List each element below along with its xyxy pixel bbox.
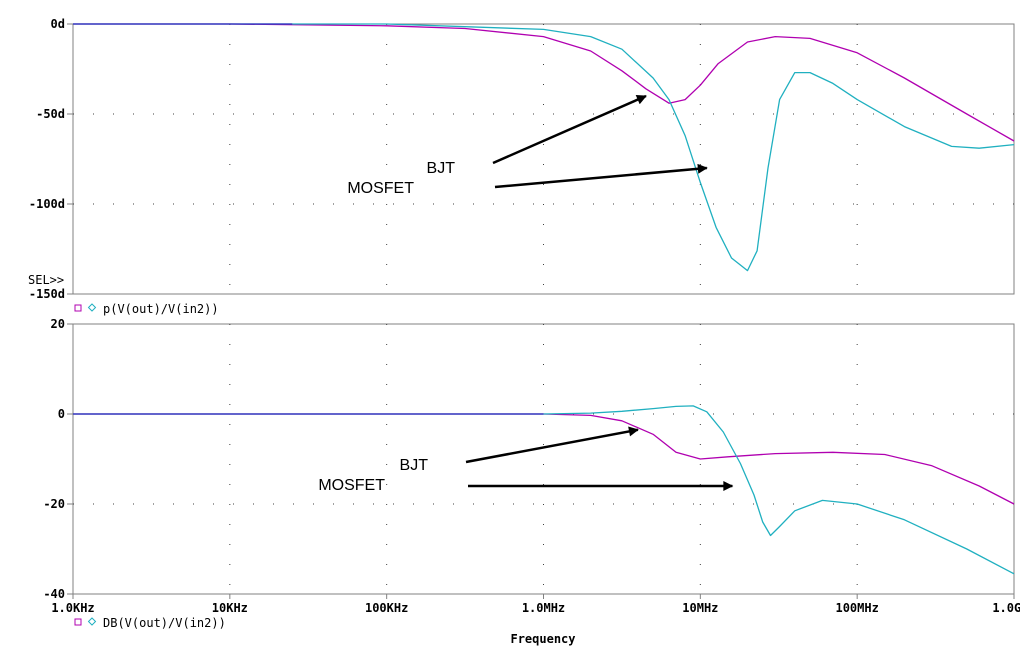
annotation-label: MOSFET (318, 477, 385, 494)
y-tick-label: -20 (43, 497, 65, 511)
x-tick-label: 100KHz (365, 601, 408, 615)
legend-square-icon (74, 618, 82, 626)
x-tick-label: 1.0GHz (992, 601, 1020, 615)
y-tick-label: -40 (43, 587, 65, 601)
annotation-arrow (465, 426, 639, 464)
annotation-arrow (492, 94, 647, 165)
legend-diamond-icon (87, 303, 97, 312)
x-tick-label: 1.0MHz (522, 601, 565, 615)
series-line-bjt (73, 413, 1015, 505)
legend: p(V(out)/V(in2)) (74, 302, 219, 316)
y-tick-label: 20 (51, 317, 65, 331)
x-tick-label: 10MHz (682, 601, 718, 615)
annotation-label: BJT (427, 160, 456, 177)
x-axis-title: Frequency (510, 632, 575, 646)
legend-label: DB(V(out)/V(in2)) (103, 616, 226, 630)
series-line-mosfet (73, 23, 1015, 272)
legend-label: p(V(out)/V(in2)) (103, 302, 219, 316)
annotation-arrow (494, 163, 708, 189)
legend-diamond-icon (87, 617, 97, 626)
y-tick-label: 0 (58, 407, 65, 421)
y-tick-label: -150d (29, 287, 65, 301)
annotation-bjt: BJT (427, 94, 647, 177)
sel-marker: SEL>> (28, 273, 64, 287)
annotation-label: BJT (400, 457, 429, 474)
annotation-mosfet: MOSFET (318, 477, 734, 494)
series-line-mosfet (73, 405, 1015, 575)
x-tick-label: 10KHz (212, 601, 248, 615)
grid (73, 24, 1014, 294)
y-tick-label: 0d (51, 17, 65, 31)
plot-panel-2: 20 0 -20 -401.0KHz 10KHz 100KHz 1.0MHz 10MHz 100… (43, 317, 1020, 646)
annotation-label: MOSFET (347, 180, 414, 197)
x-tick-label: 100MHz (835, 601, 878, 615)
annotation-bjt: BJT (400, 426, 639, 474)
y-tick-label: -50d (36, 107, 65, 121)
annotation-mosfet: MOSFET (347, 163, 708, 197)
x-tick-label: 1.0KHz (51, 601, 94, 615)
y-tick-label: -100d (29, 197, 65, 211)
legend-square-icon (74, 304, 82, 312)
legend: DB(V(out)/V(in2)) (74, 616, 226, 630)
grid (73, 324, 1014, 594)
series-line-bjt (73, 23, 1015, 142)
